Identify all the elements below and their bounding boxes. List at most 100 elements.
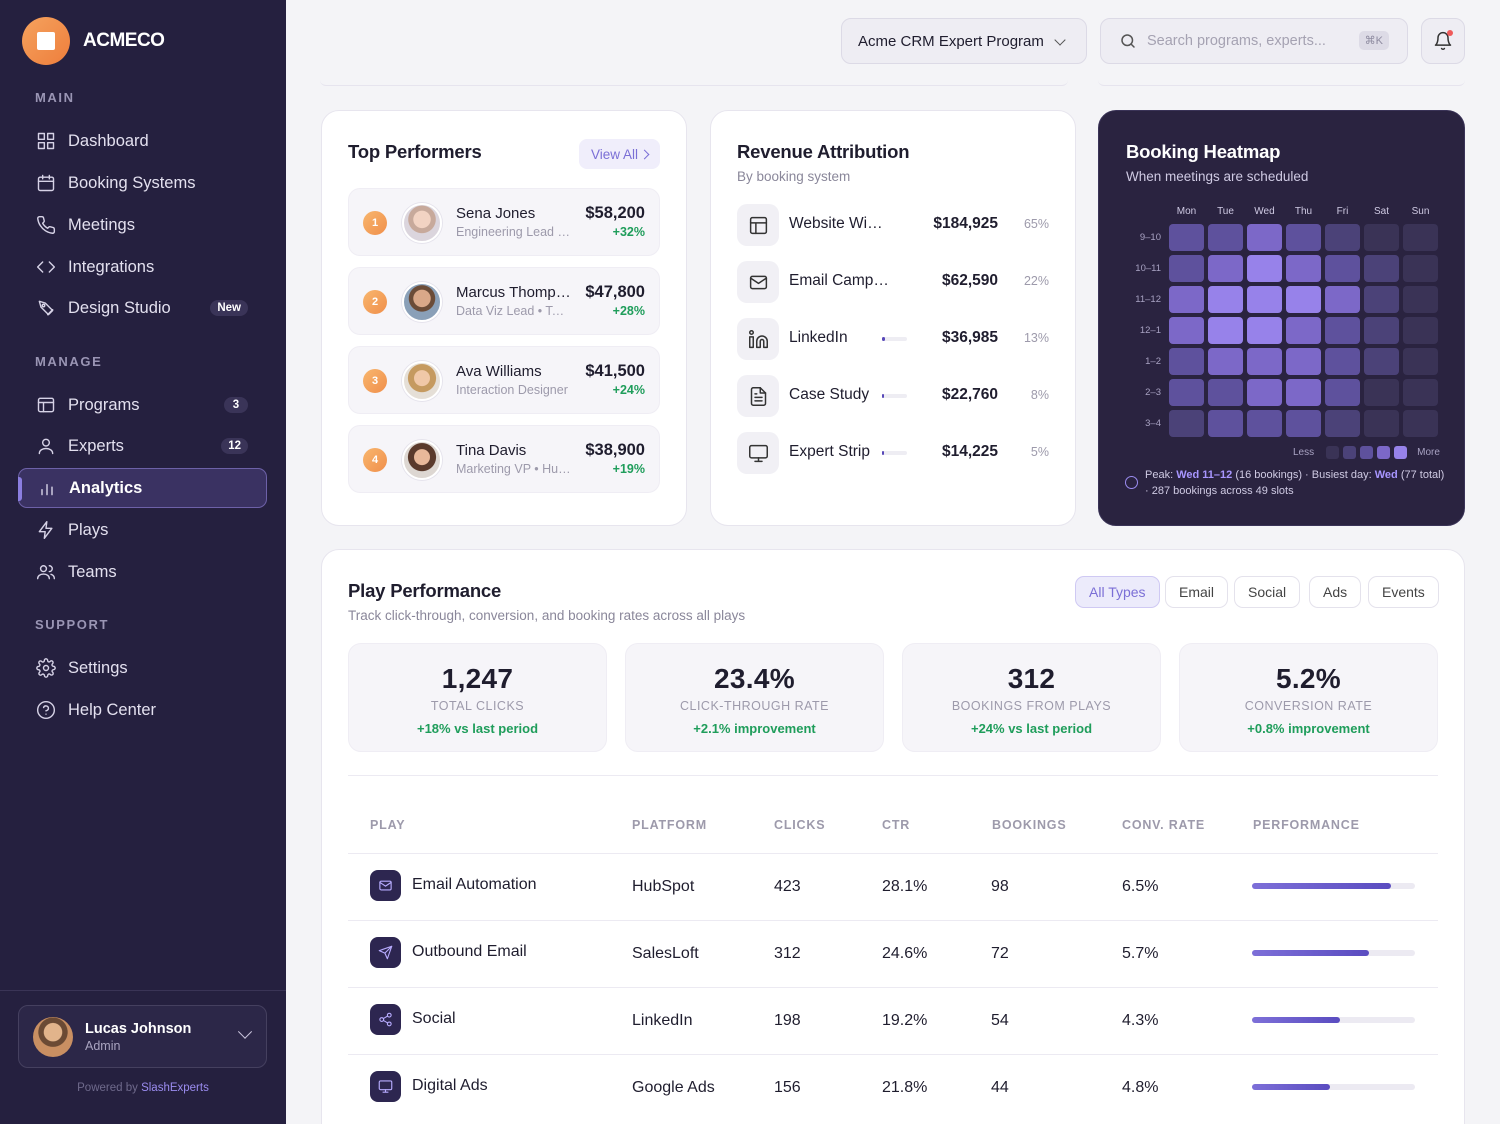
column-header-bookings[interactable]: BOOKINGS — [992, 818, 1067, 832]
heatmap-cell[interactable] — [1364, 379, 1399, 406]
heatmap-cell[interactable] — [1247, 348, 1282, 375]
powered-brand[interactable]: SlashExperts — [141, 1082, 209, 1094]
heatmap-cell[interactable] — [1325, 410, 1360, 437]
heatmap-cell[interactable] — [1169, 317, 1204, 344]
heatmap-cell[interactable] — [1208, 317, 1243, 344]
heatmap-cell[interactable] — [1247, 410, 1282, 437]
heatmap-cell[interactable] — [1364, 286, 1399, 313]
revenue-row[interactable]: Case Study $22,760 8% — [737, 373, 1049, 419]
view-all-button[interactable]: View All — [578, 139, 660, 169]
filter-social[interactable]: Social — [1234, 576, 1301, 608]
sidebar-item-integrations[interactable]: Integrations — [18, 247, 267, 287]
revenue-row[interactable]: Website Widget $184,925 65% — [737, 202, 1049, 248]
table-row[interactable]: Outbound Email SalesLoft 312 24.6% 72 5.… — [348, 920, 1438, 987]
heatmap-cell[interactable] — [1169, 379, 1204, 406]
search-input[interactable] — [1147, 33, 1347, 49]
heatmap-cell[interactable] — [1325, 379, 1360, 406]
heatmap-cell[interactable] — [1325, 224, 1360, 251]
column-header-play[interactable]: PLAY — [370, 818, 406, 832]
heatmap-cell[interactable] — [1403, 379, 1438, 406]
heatmap-cell[interactable] — [1247, 255, 1282, 282]
brand[interactable]: ACMECO — [22, 17, 165, 65]
revenue-row[interactable]: Email Campaign $62,590 22% — [737, 259, 1049, 305]
heatmap-cell[interactable] — [1286, 224, 1321, 251]
filter-events[interactable]: Events — [1368, 576, 1439, 608]
user-menu[interactable]: Lucas Johnson Admin — [18, 1005, 267, 1068]
filter-email[interactable]: Email — [1165, 576, 1229, 608]
heatmap-cell[interactable] — [1247, 286, 1282, 313]
sidebar-item-help-center[interactable]: Help Center — [18, 690, 267, 730]
heatmap-cell[interactable] — [1286, 348, 1321, 375]
heatmap-cell[interactable] — [1208, 286, 1243, 313]
table-row[interactable]: Social LinkedIn 198 19.2% 54 4.3% — [348, 987, 1438, 1054]
sidebar-item-analytics[interactable]: Analytics — [18, 468, 267, 508]
sidebar-item-plays[interactable]: Plays — [18, 510, 267, 550]
heatmap-cell[interactable] — [1169, 410, 1204, 437]
filter-all-types[interactable]: All Types — [1075, 576, 1160, 608]
heatmap-cell[interactable] — [1286, 379, 1321, 406]
heatmap-cell[interactable] — [1403, 410, 1438, 437]
kpi-change: +2.1% improvement — [693, 721, 816, 736]
heatmap-cell[interactable] — [1364, 255, 1399, 282]
column-header-conv-rate[interactable]: CONV. RATE — [1122, 818, 1206, 832]
heatmap-cell[interactable] — [1247, 379, 1282, 406]
heatmap-cell[interactable] — [1169, 224, 1204, 251]
rank-badge: 3 — [363, 369, 387, 393]
booking-heatmap-card: Booking Heatmap When meetings are schedu… — [1098, 110, 1465, 526]
sidebar-item-teams[interactable]: Teams — [18, 552, 267, 592]
heatmap-cell[interactable] — [1286, 317, 1321, 344]
heatmap-cell[interactable] — [1364, 317, 1399, 344]
column-header-platform[interactable]: PLATFORM — [632, 818, 707, 832]
sidebar-item-meetings[interactable]: Meetings — [18, 205, 267, 245]
heatmap-cell[interactable] — [1208, 410, 1243, 437]
heatmap-cell[interactable] — [1169, 286, 1204, 313]
heatmap-cell[interactable] — [1403, 317, 1438, 344]
performer-row[interactable]: 1 Sena Jones Engineering Lead • Product … — [348, 188, 660, 256]
table-row[interactable]: Email Automation HubSpot 423 28.1% 98 6.… — [348, 853, 1438, 920]
sidebar-item-design-studio[interactable]: Design Studio New — [18, 288, 267, 328]
heatmap-cell[interactable] — [1325, 348, 1360, 375]
heatmap-cell[interactable] — [1247, 224, 1282, 251]
heatmap-cell[interactable] — [1364, 410, 1399, 437]
notifications-button[interactable] — [1421, 18, 1465, 64]
filter-ads[interactable]: Ads — [1309, 576, 1362, 608]
column-header-ctr[interactable]: CTR — [882, 818, 911, 832]
heatmap-cell[interactable] — [1403, 224, 1438, 251]
sidebar-item-experts[interactable]: Experts 12 — [18, 426, 267, 466]
heatmap-cell[interactable] — [1208, 255, 1243, 282]
heatmap-cell[interactable] — [1286, 410, 1321, 437]
heatmap-cell[interactable] — [1325, 286, 1360, 313]
performer-row[interactable]: 4 Tina Davis Marketing VP • HubSpot $38,… — [348, 425, 660, 493]
column-header-clicks[interactable]: CLICKS — [774, 818, 826, 832]
heatmap-cell[interactable] — [1286, 255, 1321, 282]
heatmap-cell[interactable] — [1364, 224, 1399, 251]
performer-row[interactable]: 2 Marcus Thompson Data Viz Lead • Tablea… — [348, 267, 660, 335]
revenue-row[interactable]: LinkedIn $36,985 13% — [737, 316, 1049, 362]
heatmap-cell[interactable] — [1169, 348, 1204, 375]
heatmap-cell[interactable] — [1286, 286, 1321, 313]
heatmap-cell[interactable] — [1208, 379, 1243, 406]
sidebar-item-dashboard[interactable]: Dashboard — [18, 121, 267, 161]
sidebar-item-settings[interactable]: Settings — [18, 648, 267, 688]
sidebar-item-booking-systems[interactable]: Booking Systems — [18, 163, 267, 203]
heatmap-cell[interactable] — [1247, 317, 1282, 344]
heatmap-cell[interactable] — [1169, 255, 1204, 282]
revenue-row[interactable]: Expert Strip $14,225 5% — [737, 430, 1049, 476]
heatmap-cell[interactable] — [1325, 255, 1360, 282]
heatmap-cell[interactable] — [1403, 286, 1438, 313]
heatmap-day-label: Sat — [1373, 206, 1389, 217]
heatmap-cell[interactable] — [1208, 348, 1243, 375]
heatmap-cell[interactable] — [1403, 255, 1438, 282]
table-row[interactable]: Digital Ads Google Ads 156 21.8% 44 4.8% — [348, 1054, 1438, 1121]
program-select[interactable]: Acme CRM Expert Program — [841, 18, 1087, 64]
search-box[interactable]: ⌘K — [1100, 18, 1408, 64]
heatmap-day-label: Fri — [1336, 206, 1349, 217]
heatmap-cell[interactable] — [1364, 348, 1399, 375]
performer-row[interactable]: 3 Ava Williams Interaction Designer $41,… — [348, 346, 660, 414]
share-bar-fill — [882, 451, 884, 455]
sidebar-item-programs[interactable]: Programs 3 — [18, 385, 267, 425]
column-header-performance[interactable]: PERFORMANCE — [1253, 818, 1360, 832]
heatmap-cell[interactable] — [1403, 348, 1438, 375]
heatmap-cell[interactable] — [1208, 224, 1243, 251]
heatmap-cell[interactable] — [1325, 317, 1360, 344]
